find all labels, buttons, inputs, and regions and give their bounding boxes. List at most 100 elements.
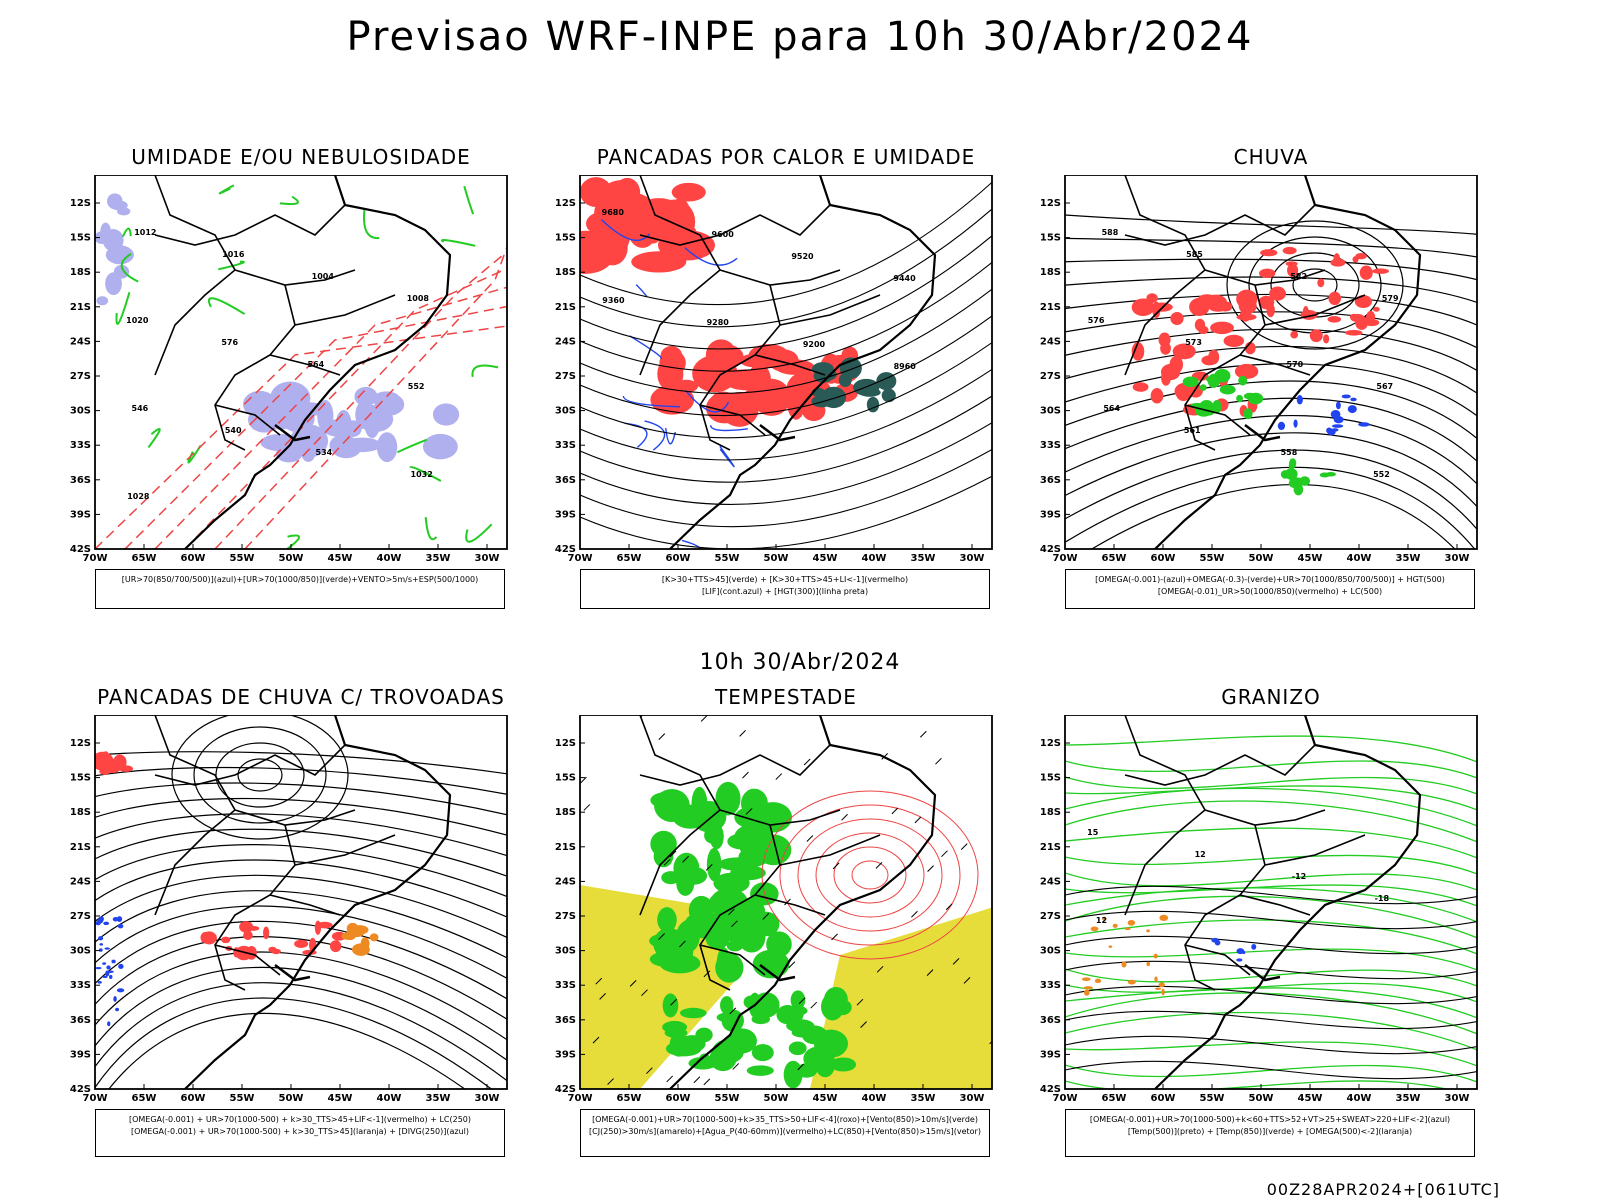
wind-850-green bbox=[766, 931, 792, 958]
omega500-orange bbox=[1124, 927, 1131, 931]
omega500-orange bbox=[1153, 953, 1158, 959]
hail-blue bbox=[1251, 943, 1257, 950]
streamline bbox=[95, 751, 507, 775]
storm-orange bbox=[344, 930, 356, 941]
lat-tick-label: 33S bbox=[1040, 980, 1061, 991]
divergence-blue bbox=[97, 981, 102, 984]
panel-title: PANCADAS POR CALOR E UMIDADE bbox=[596, 145, 976, 169]
wind-vector bbox=[742, 771, 749, 779]
wind-vector bbox=[592, 1036, 600, 1044]
lon-tick-label: 65W bbox=[617, 1093, 642, 1104]
storm-orange bbox=[352, 943, 370, 956]
legend-line: [Temp(500)](preto) + [Temp(850)](verde) … bbox=[1127, 1127, 1413, 1136]
omega500-orange bbox=[1081, 977, 1091, 982]
lat-tick-label: 27S bbox=[70, 371, 91, 382]
lon-tick-label: 70W bbox=[1053, 1093, 1078, 1104]
contour-label: -18 bbox=[1375, 894, 1390, 903]
humidity-high-levels bbox=[301, 442, 316, 463]
wind-vector bbox=[682, 855, 689, 863]
lon-tick-label: 40W bbox=[377, 1093, 402, 1104]
contour-label: 9440 bbox=[893, 274, 916, 283]
lon-tick-label: 30W bbox=[475, 1093, 500, 1104]
omega500-orange bbox=[1090, 926, 1099, 932]
humidity-high-levels bbox=[363, 404, 381, 439]
wind-850-green bbox=[661, 871, 681, 885]
lat-tick-label: 39S bbox=[1040, 1049, 1061, 1060]
lon-tick-label: 30W bbox=[960, 1093, 985, 1104]
streamline bbox=[95, 874, 507, 939]
rain-green bbox=[1182, 376, 1199, 388]
wind-vector bbox=[739, 729, 746, 737]
rain-red bbox=[1366, 310, 1376, 324]
lon-tick-label: 35W bbox=[426, 1093, 451, 1104]
rain-red bbox=[1234, 363, 1259, 379]
temp850-contour bbox=[1065, 1064, 1477, 1083]
lat-tick-label: 12S bbox=[555, 738, 576, 749]
humidity-low-levels-contour bbox=[286, 534, 301, 549]
rain-red bbox=[1309, 329, 1323, 343]
lat-tick-label: 42S bbox=[555, 1084, 576, 1095]
humidity-high-levels bbox=[260, 434, 300, 452]
lat-tick-label: 12S bbox=[70, 738, 91, 749]
thickness-contour bbox=[154, 286, 507, 549]
wind-vector bbox=[658, 933, 665, 940]
lon-tick-label: 35W bbox=[1396, 553, 1421, 564]
mid-date-label: 10h 30/Abr/2024 bbox=[699, 650, 901, 675]
wind-vector bbox=[960, 843, 968, 850]
rain-red bbox=[1327, 316, 1342, 323]
humidity-low-levels-contour bbox=[409, 466, 442, 482]
wind-vector bbox=[679, 940, 686, 948]
legend-box: [OMEGA(-0.001)+UR>70(1000-500)+k>35_TTS>… bbox=[580, 1109, 990, 1157]
temp500-contour bbox=[1065, 960, 1477, 980]
legend-line: [OMEGA(-0.001)+UR>70(1000-500)+k>35_TTS>… bbox=[592, 1115, 978, 1124]
lat-tick-label: 30S bbox=[1040, 406, 1061, 417]
wind-850-green bbox=[788, 1041, 807, 1056]
storm-red bbox=[263, 926, 270, 940]
lat-tick-label: 27S bbox=[1040, 911, 1061, 922]
contour-label: 12 bbox=[1195, 850, 1206, 859]
omega500-orange bbox=[1102, 916, 1107, 922]
map-panel-3: CHUVA 588 585 582 579 576 573 570 567 564 561 558 55… bbox=[1035, 145, 1515, 625]
streamline bbox=[1065, 276, 1477, 304]
temp500-contour bbox=[1065, 1035, 1477, 1055]
thickness-contour bbox=[124, 305, 507, 549]
lat-tick-label: 39S bbox=[70, 509, 91, 520]
lat-tick-label: 24S bbox=[555, 876, 576, 887]
wind-vector bbox=[941, 850, 948, 858]
wind-vector bbox=[963, 976, 971, 984]
hgt300-contour bbox=[580, 181, 992, 306]
wind-850-green bbox=[662, 993, 679, 1018]
temp850-contour bbox=[1065, 1011, 1477, 1051]
contour-label: 552 bbox=[408, 382, 425, 391]
humidity-low-levels-contour bbox=[121, 227, 132, 238]
lat-tick-label: 30S bbox=[70, 946, 91, 957]
contour-label: 534 bbox=[316, 448, 333, 457]
storm-red bbox=[221, 936, 231, 944]
rain-red bbox=[1359, 265, 1373, 280]
wind-850-green bbox=[790, 990, 806, 1010]
divergence-blue bbox=[98, 936, 104, 941]
lat-tick-label: 27S bbox=[70, 911, 91, 922]
temp850-contour bbox=[1065, 895, 1477, 939]
lon-tick-label: 55W bbox=[230, 1093, 255, 1104]
temp850-contour bbox=[1065, 948, 1477, 971]
humidity-high-levels bbox=[376, 432, 398, 463]
lat-tick-label: 36S bbox=[70, 475, 91, 486]
lc850-contour bbox=[815, 832, 925, 918]
lon-tick-label: 50W bbox=[279, 1093, 304, 1104]
hgt300-contour bbox=[580, 448, 992, 528]
wind-vector bbox=[831, 933, 838, 941]
humidity-low-levels-contour bbox=[465, 523, 493, 543]
lat-tick-label: 30S bbox=[555, 946, 576, 957]
wind-vector bbox=[989, 1040, 992, 1045]
lon-tick-label: 65W bbox=[132, 553, 157, 564]
rain-red bbox=[1349, 313, 1359, 320]
lat-tick-label: 30S bbox=[1040, 946, 1061, 957]
wind-vector bbox=[784, 898, 791, 906]
wind-850-green bbox=[709, 894, 727, 908]
lon-tick-label: 50W bbox=[764, 1093, 789, 1104]
rio-da-prata bbox=[759, 964, 796, 982]
lon-tick-label: 35W bbox=[911, 1093, 936, 1104]
omega500-orange bbox=[1161, 988, 1165, 996]
wind-vector bbox=[911, 910, 918, 918]
